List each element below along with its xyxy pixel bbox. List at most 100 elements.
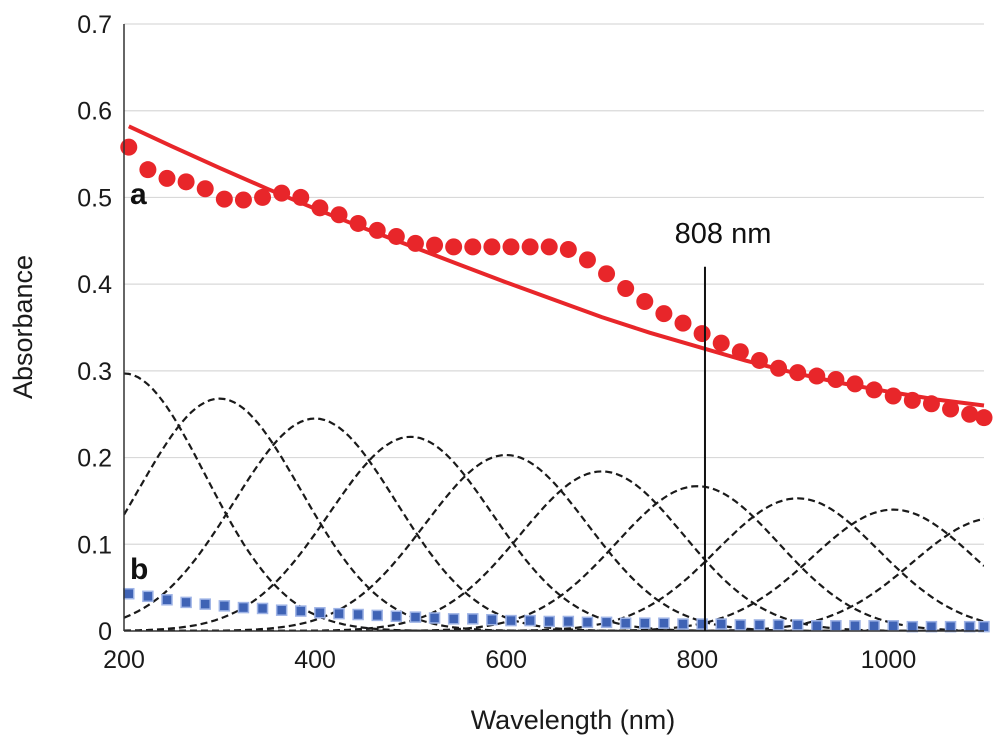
series-a-point [368,221,386,239]
series-b-point [161,594,173,606]
series-b-point [352,608,364,621]
series-a-point [273,184,291,202]
series-b-point [849,620,861,632]
x-axis-title: Wavelength (nm) [471,705,676,735]
series-a-point [636,292,654,310]
series-b-point [925,620,938,633]
series-a-point [349,214,367,232]
gaussian-component-curve [124,485,984,631]
series-b-point [600,616,613,629]
series-b-point [486,613,498,626]
series-a-point [540,238,558,256]
series-a-point [975,409,993,427]
series-a-point [578,251,596,269]
series-a-point [674,314,692,332]
series-b-point [543,615,555,628]
series-b-point [562,615,575,628]
series-b-point [123,587,135,600]
series-a-fit-line [127,124,985,408]
series-a-point [750,351,768,369]
series-b-point [524,614,536,627]
series-b-point [715,618,727,630]
series-a-point [655,305,673,323]
series-a-point [387,227,405,245]
gaussian-component-curve [124,417,984,631]
series-b-point [830,620,842,632]
series-a-point [789,364,807,382]
series-a-point [158,169,176,187]
curve-label-b: b [130,553,148,586]
series-a-point [445,238,463,256]
y-tick-label: 0.5 [77,184,112,212]
series-b-point [619,617,632,629]
gaussian-component-curve [124,453,984,631]
series-a-point [884,387,902,405]
series-a-point [903,391,921,409]
series-b-point [237,601,250,614]
series-b-point [887,620,899,632]
series-a-point [196,180,214,198]
series-a-point [483,238,501,256]
series-a-point [865,381,883,399]
series-a-point [234,191,252,209]
series-b-point [868,620,880,632]
series-b-point [639,617,651,629]
series-b-point [256,602,269,615]
gaussian-component-curve [124,397,984,631]
series-a-point [502,238,520,256]
series-a-point [521,238,539,256]
series-b-point [696,618,708,630]
series-a-point [406,234,424,252]
series-a-point [712,334,730,352]
tick-labels: 0 0.1 0.2 0.3 0.4 0.5 0.6 0.7 200 400 600 800 1000 [77,11,916,674]
series-b-point [906,620,919,633]
series-b-point [314,607,326,619]
series-b-point [295,605,307,617]
y-tick-label: 0.3 [77,358,112,386]
series-a-point [139,161,157,179]
series-a-point [215,190,233,208]
series-a-point [311,199,329,217]
y-tick-label: 0.1 [77,531,112,559]
series-b-point [142,590,154,603]
gaussian-component-curve [124,470,984,631]
x-tick-label: 600 [485,646,527,674]
series-b-point [371,609,383,622]
series-a-point [617,279,635,297]
wavelength-marker-label: 808 nm [675,218,772,250]
series-b-point [581,616,594,629]
series-b-point [390,610,403,623]
series-a-point [330,206,348,224]
series-b-point [505,614,517,627]
series-a-point [808,367,826,385]
series-b-point [944,620,957,633]
x-tick-label: 200 [103,646,145,674]
series-a-point [559,240,577,258]
series-a-point [731,343,749,361]
series-a-point [464,238,482,256]
series-a-point [961,405,979,423]
series-b-point [428,612,441,624]
series-b-point [333,607,345,620]
series-b-point [409,611,422,623]
x-tick-label: 800 [676,646,718,674]
gaussian-component-curve [124,517,984,631]
x-tick-label: 400 [294,646,336,674]
y-tick-label: 0.6 [77,98,112,126]
gaussian-components [124,372,984,631]
series-b-point [963,620,976,633]
curve-label-a: a [130,178,147,211]
series-b-point [772,619,785,631]
series-a-point [177,173,195,191]
series-b-point [199,598,211,610]
series-a-point [846,375,864,393]
gaussian-component-curve [124,497,984,631]
y-tick-label: 0 [98,618,112,646]
axes [123,24,984,632]
series-b-point [978,620,990,633]
x-tick-label: 1000 [861,646,917,674]
series-a-point [942,400,960,418]
series-b-point [811,620,823,632]
y-tick-label: 0.2 [77,445,112,473]
